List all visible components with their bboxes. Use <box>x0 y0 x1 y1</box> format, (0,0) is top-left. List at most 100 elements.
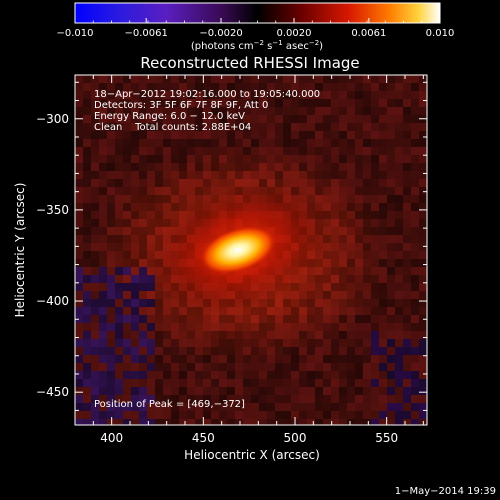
heatmap-pixel <box>395 275 403 283</box>
heatmap-pixel <box>163 387 171 395</box>
heatmap-pixel <box>123 163 131 171</box>
heatmap-pixel <box>275 75 283 83</box>
heatmap-pixel <box>115 227 123 235</box>
heatmap-pixel <box>355 299 363 307</box>
heatmap-pixel <box>155 363 163 371</box>
heatmap-pixel <box>323 203 331 211</box>
heatmap-pixel <box>339 259 347 267</box>
heatmap-pixel <box>131 171 139 179</box>
heatmap-pixel <box>75 163 83 171</box>
heatmap-pixel <box>395 195 403 203</box>
heatmap-pixel <box>123 115 131 123</box>
heatmap-pixel <box>163 411 171 419</box>
heatmap-pixel <box>131 163 139 171</box>
heatmap-pixel <box>267 123 275 131</box>
heatmap-pixel <box>99 75 107 83</box>
heatmap-pixel <box>203 323 211 331</box>
heatmap-pixel <box>395 211 403 219</box>
heatmap-pixel <box>275 339 283 347</box>
heatmap-pixel <box>371 411 379 419</box>
heatmap-pixel <box>299 331 307 339</box>
heatmap-pixel <box>403 283 411 291</box>
heatmap-pixel <box>315 123 323 131</box>
heatmap-pixel <box>371 331 379 339</box>
heatmap-pixel <box>331 83 339 91</box>
heatmap-pixel <box>307 163 315 171</box>
heatmap-pixel <box>403 411 411 419</box>
heatmap-pixel <box>179 179 187 187</box>
heatmap-pixel <box>75 363 83 371</box>
heatmap-pixel <box>339 187 347 195</box>
heatmap-pixel <box>251 83 259 91</box>
heatmap-pixel <box>291 291 299 299</box>
heatmap-pixel <box>219 139 227 147</box>
heatmap-pixel <box>355 91 363 99</box>
heatmap-pixel <box>163 163 171 171</box>
heatmap-pixel <box>243 355 251 363</box>
heatmap-pixel <box>267 179 275 187</box>
heatmap-pixel <box>299 91 307 99</box>
heatmap-pixel <box>379 91 387 99</box>
heatmap-pixel <box>355 211 363 219</box>
heatmap-pixel <box>323 307 331 315</box>
heatmap-pixel <box>131 291 139 299</box>
heatmap-pixel <box>323 75 331 83</box>
heatmap-pixel <box>211 395 219 403</box>
heatmap-pixel <box>331 155 339 163</box>
heatmap-pixel <box>347 115 355 123</box>
heatmap-pixel <box>147 155 155 163</box>
heatmap-pixel <box>395 395 403 403</box>
heatmap-pixel <box>347 99 355 107</box>
heatmap-pixel <box>171 363 179 371</box>
heatmap-pixel <box>235 99 243 107</box>
heatmap-pixel <box>419 411 427 419</box>
heatmap-pixel <box>187 187 195 195</box>
heatmap-pixel <box>179 91 187 99</box>
heatmap-pixel <box>331 91 339 99</box>
heatmap-pixel <box>155 323 163 331</box>
heatmap-pixel <box>211 315 219 323</box>
heatmap-pixel <box>155 371 163 379</box>
heatmap-pixel <box>267 155 275 163</box>
heatmap-pixel <box>139 115 147 123</box>
heatmap-pixel <box>339 203 347 211</box>
heatmap-pixel <box>139 251 147 259</box>
heatmap-pixel <box>219 379 227 387</box>
heatmap-pixel <box>339 235 347 243</box>
heatmap-pixel <box>99 411 107 419</box>
heatmap-pixel <box>299 387 307 395</box>
heatmap-pixel <box>251 147 259 155</box>
heatmap-pixel <box>419 147 427 155</box>
heatmap-pixel <box>115 235 123 243</box>
heatmap-pixel <box>115 371 123 379</box>
heatmap-pixel <box>379 123 387 131</box>
heatmap-pixel <box>139 171 147 179</box>
heatmap-pixel <box>235 403 243 411</box>
heatmap-pixel <box>195 99 203 107</box>
heatmap-pixel <box>411 131 419 139</box>
heatmap-pixel <box>75 299 83 307</box>
heatmap-pixel <box>363 211 371 219</box>
heatmap-pixel <box>371 379 379 387</box>
heatmap-pixel <box>283 411 291 419</box>
heatmap-pixel <box>139 403 147 411</box>
heatmap-pixel <box>331 139 339 147</box>
heatmap-pixel <box>115 243 123 251</box>
heatmap-pixel <box>347 123 355 131</box>
heatmap-pixel <box>371 187 379 195</box>
heatmap-pixel <box>315 155 323 163</box>
heatmap-pixel <box>419 91 427 99</box>
heatmap-pixel <box>243 347 251 355</box>
heatmap-pixel <box>347 163 355 171</box>
heatmap-pixel <box>403 147 411 155</box>
heatmap-pixel <box>91 131 99 139</box>
heatmap-pixel <box>411 363 419 371</box>
heatmap-pixel <box>363 363 371 371</box>
heatmap-pixel <box>275 379 283 387</box>
heatmap-pixel <box>379 339 387 347</box>
heatmap-pixel <box>275 395 283 403</box>
heatmap-pixel <box>251 107 259 115</box>
heatmap-pixel <box>363 259 371 267</box>
heatmap-pixel <box>291 403 299 411</box>
heatmap-pixel <box>131 339 139 347</box>
